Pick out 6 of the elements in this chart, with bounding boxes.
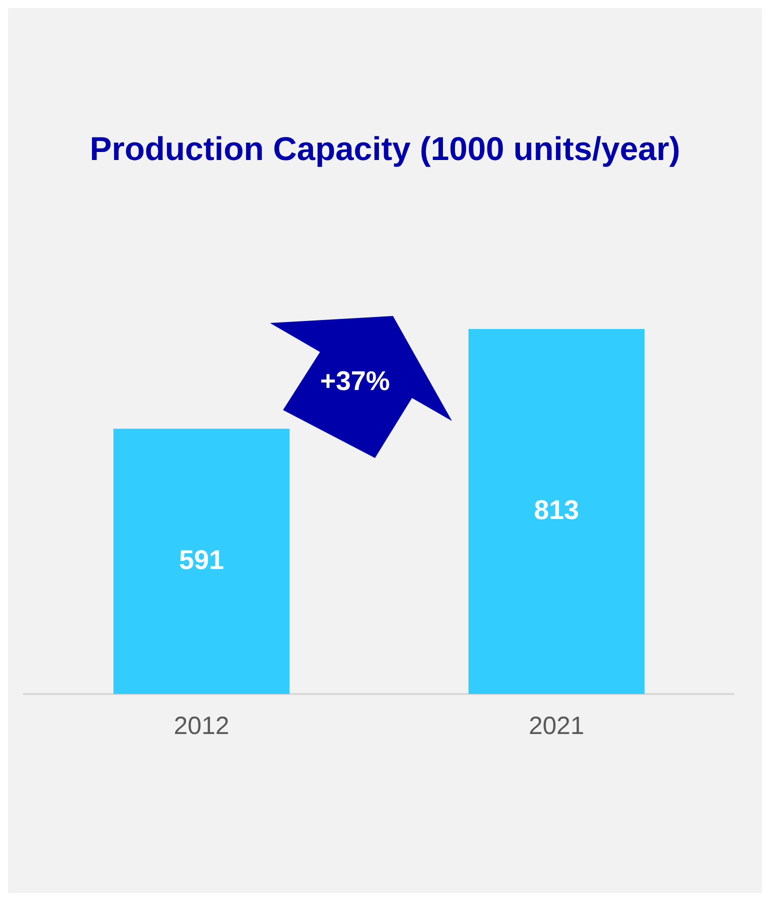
x-tick-label: 2012 <box>174 712 230 740</box>
x-tick-label: 2021 <box>528 712 584 740</box>
data-label: 813 <box>534 494 580 525</box>
data-label: 591 <box>178 544 224 575</box>
annotation: +37% <box>319 366 391 397</box>
chart-title: Production Capacity (1000 units/year) <box>88 130 682 168</box>
